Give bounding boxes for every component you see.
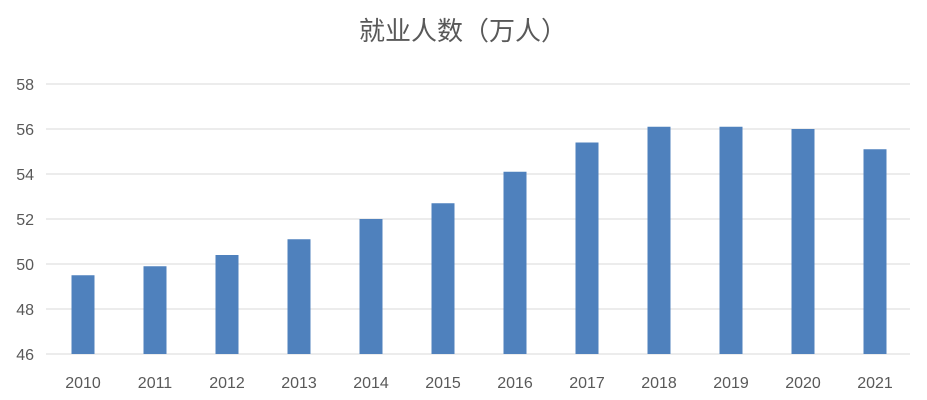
bar-2010 [71,275,95,354]
y-tick-label: 52 [16,212,34,229]
x-tick-label: 2010 [65,375,101,392]
bar-2013 [287,239,311,354]
x-tick-label: 2013 [281,375,317,392]
bars [71,126,887,354]
y-tick-label: 54 [16,167,34,184]
bar-2015 [431,203,455,354]
y-tick-label: 48 [16,302,34,319]
bar-2018 [647,126,671,354]
y-axis-ticks: 46 48 50 52 54 56 58 [16,77,34,364]
x-tick-label: 2020 [785,375,821,392]
x-tick-label: 2017 [569,375,605,392]
x-tick-label: 2018 [641,375,677,392]
bar-2012 [215,255,239,354]
x-tick-label: 2021 [857,375,893,392]
x-tick-label: 2014 [353,375,389,392]
x-tick-label: 2015 [425,375,461,392]
y-tick-label: 58 [16,77,34,94]
bar-2021 [863,149,887,354]
y-tick-label: 46 [16,347,34,364]
bar-2014 [359,219,383,354]
bar-2011 [143,266,167,354]
x-tick-label: 2016 [497,375,533,392]
bar-2020 [791,129,815,354]
x-tick-label: 2019 [713,375,749,392]
x-tick-label: 2011 [138,375,173,392]
bar-2017 [575,142,599,354]
gridlines [46,83,910,355]
x-axis-ticks: 2010 2011 2012 2013 2014 2015 2016 2017 2018 2019… [65,375,893,392]
bar-2019 [719,126,743,354]
bar-2016 [503,171,527,354]
x-tick-label: 2012 [209,375,245,392]
y-tick-label: 56 [16,122,34,139]
y-tick-label: 50 [16,257,34,274]
chart-title: 就业人数（万人） [359,17,567,47]
